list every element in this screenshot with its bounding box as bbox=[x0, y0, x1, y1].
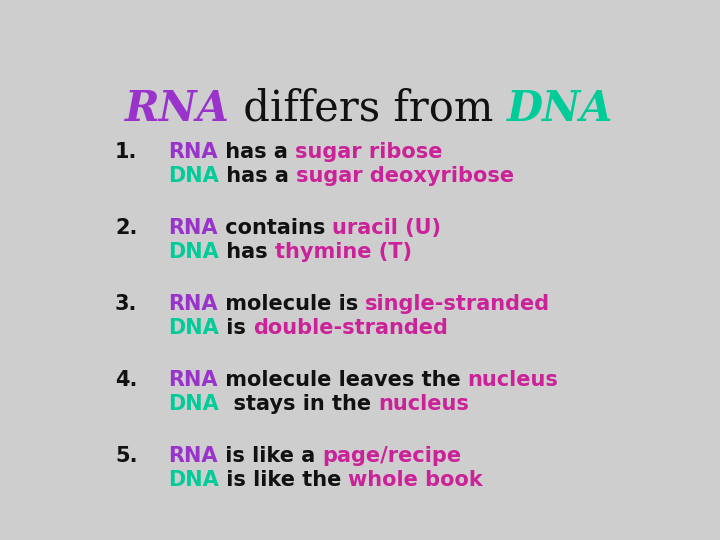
Text: sugar ribose: sugar ribose bbox=[294, 141, 442, 161]
Text: DNA: DNA bbox=[168, 318, 219, 338]
Text: DNA: DNA bbox=[168, 242, 219, 262]
Text: DNA: DNA bbox=[168, 394, 219, 414]
Text: RNA: RNA bbox=[168, 141, 217, 161]
Text: DNA: DNA bbox=[168, 166, 219, 186]
Text: sugar deoxyribose: sugar deoxyribose bbox=[296, 166, 514, 186]
Text: differs from: differs from bbox=[230, 87, 507, 130]
Text: 3.: 3. bbox=[115, 294, 138, 314]
Text: RNA: RNA bbox=[168, 218, 217, 238]
Text: has a: has a bbox=[217, 141, 294, 161]
Text: has: has bbox=[219, 242, 275, 262]
Text: RNA: RNA bbox=[125, 87, 230, 130]
Text: double-stranded: double-stranded bbox=[253, 318, 448, 338]
Text: single-stranded: single-stranded bbox=[365, 294, 550, 314]
Text: nucleus: nucleus bbox=[467, 370, 559, 390]
Text: is: is bbox=[219, 318, 253, 338]
Text: RNA: RNA bbox=[168, 370, 217, 390]
Text: nucleus: nucleus bbox=[378, 394, 469, 414]
Text: is like the: is like the bbox=[219, 470, 348, 490]
Text: RNA: RNA bbox=[168, 446, 217, 466]
Text: whole book: whole book bbox=[348, 470, 483, 490]
Text: contains: contains bbox=[217, 218, 332, 238]
Text: molecule is: molecule is bbox=[217, 294, 365, 314]
Text: DNA: DNA bbox=[168, 470, 219, 490]
Text: is like a: is like a bbox=[217, 446, 322, 466]
Text: has a: has a bbox=[219, 166, 296, 186]
Text: thymine (T): thymine (T) bbox=[275, 242, 412, 262]
Text: DNA: DNA bbox=[507, 87, 613, 130]
Text: 4.: 4. bbox=[115, 370, 138, 390]
Text: 5.: 5. bbox=[115, 446, 138, 466]
Text: stays in the: stays in the bbox=[219, 394, 378, 414]
Text: page/recipe: page/recipe bbox=[322, 446, 462, 466]
Text: uracil (U): uracil (U) bbox=[332, 218, 441, 238]
Text: 1.: 1. bbox=[115, 141, 138, 161]
Text: RNA: RNA bbox=[168, 294, 217, 314]
Text: molecule leaves the: molecule leaves the bbox=[217, 370, 467, 390]
Text: 2.: 2. bbox=[115, 218, 138, 238]
